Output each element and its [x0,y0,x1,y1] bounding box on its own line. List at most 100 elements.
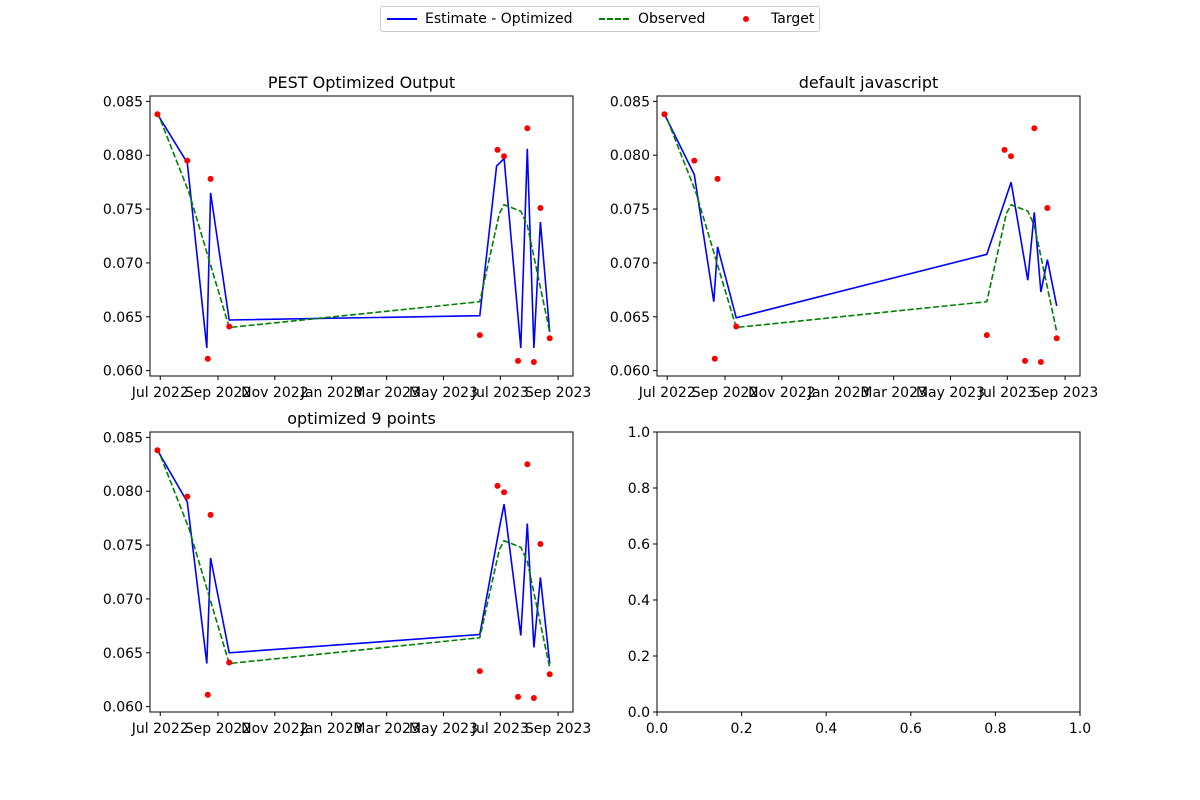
axes-frame [149,431,574,713]
target-point [1044,205,1051,211]
y-tick-label: 0.6 [628,537,650,553]
target-point [501,489,508,496]
x-tick-label: Sep 2023 [1032,385,1098,401]
y-tick-label: 0.4 [628,593,650,609]
x-tick-label: Mar 2023 [353,385,420,401]
subplot-title: default javascript [799,73,939,92]
y-tick-label: 0.085 [103,430,143,446]
estimate-optimized-line [156,113,551,349]
x-tick-label: 0.2 [730,721,752,737]
target-point [154,111,161,118]
target-point [184,157,191,164]
legend-observed-swatch [599,18,629,20]
target-point [515,693,522,700]
target-point [501,153,508,160]
x-tick-label: Nov 2022 [241,721,308,737]
y-tick-label: 0.060 [610,364,650,380]
target-point [154,447,161,454]
y-tick-label: 0.075 [103,202,143,218]
observed-line [156,447,551,668]
target-point [204,691,211,698]
x-tick-label: Jan 2023 [300,721,363,737]
target-point [537,205,544,211]
target-point [733,323,740,330]
y-tick-label: 0.070 [610,256,650,272]
x-tick-label: May 2023 [409,721,478,737]
x-tick-label: Jul 2022 [131,385,189,401]
target-point [524,125,531,132]
target-point [476,668,483,675]
target-point [524,461,531,468]
target-point [983,332,990,339]
x-tick-label: Mar 2023 [353,721,420,737]
x-tick-label: 1.0 [1069,721,1091,737]
x-tick-label: May 2023 [916,385,985,401]
target-point [691,157,698,164]
observed-line [663,111,1058,332]
target-point [226,323,233,330]
target-point [1037,359,1044,365]
y-tick-label: 0.8 [628,481,650,497]
y-tick-label: 0.060 [103,364,143,380]
axes-frame [656,431,1081,713]
x-tick-label: Jul 2023 [471,721,529,737]
legend-estimate-swatch [387,18,417,20]
legend-target-label: Target [771,11,815,27]
x-tick-label: Sep 2023 [525,385,591,401]
y-tick-label: 0.065 [103,310,143,326]
x-tick-label: Jul 2022 [638,385,696,401]
target-point [661,111,668,118]
x-tick-label: Jul 2023 [471,385,529,401]
target-point [476,332,483,339]
target-point [711,355,718,362]
y-tick-label: 0.080 [103,484,143,500]
y-tick-label: 0.2 [628,649,650,665]
y-tick-label: 0.080 [610,148,650,164]
y-tick-label: 1.0 [628,425,650,441]
target-point [537,541,544,547]
y-tick-label: 0.075 [103,538,143,554]
axes-frame [656,95,1081,377]
y-tick-label: 0.065 [610,310,650,326]
x-tick-label: 0.4 [815,721,837,737]
legend-observed-label: Observed [638,11,706,27]
y-tick-label: 0.085 [610,94,650,110]
x-tick-label: 0.0 [646,721,668,737]
target-point [530,359,537,365]
x-tick-label: Nov 2022 [748,385,815,401]
target-point [207,511,214,518]
y-tick-label: 0.065 [103,646,143,662]
subplot-title: PEST Optimized Output [268,73,455,92]
legend-estimate-label: Estimate - Optimized [425,11,573,27]
subplot-2: default javascript 0.060 0.065 0.070 0.075 0.… [610,73,1098,401]
target-point [494,482,501,489]
target-point [546,671,553,678]
x-tick-label: Sep 2022 [185,385,251,401]
target-point [226,659,233,666]
target-point [1001,146,1008,153]
target-point [184,493,191,500]
y-tick-label: 0.075 [610,202,650,218]
target-point [1008,153,1015,160]
x-tick-label: 0.8 [984,721,1006,737]
target-point [546,335,553,342]
target-point [515,357,522,364]
target-point [530,695,537,701]
target-point [1031,125,1038,132]
subplot-4: 0.0 0.2 0.4 0.6 0.8 1.0 0.0 0.2 0.4 0.6 0.8 1.0 [628,425,1091,737]
y-tick-label: 0.070 [103,256,143,272]
x-tick-label: Jul 2022 [131,721,189,737]
x-tick-label: Sep 2022 [185,721,251,737]
x-tick-label: Nov 2022 [241,385,308,401]
axes-frame [149,95,574,377]
y-tick-label: 0.070 [103,592,143,608]
y-tick-label: 0.085 [103,94,143,110]
subplot-1: PEST Optimized Output 0.060 0.065 0.070 0.07… [103,73,591,401]
target-point [1022,357,1029,364]
x-tick-label: Jul 2023 [978,385,1036,401]
x-tick-label: Sep 2022 [692,385,758,401]
estimate-optimized-line [156,449,551,664]
target-point [204,355,211,362]
legend: Estimate - Optimized Observed Target [380,6,820,32]
